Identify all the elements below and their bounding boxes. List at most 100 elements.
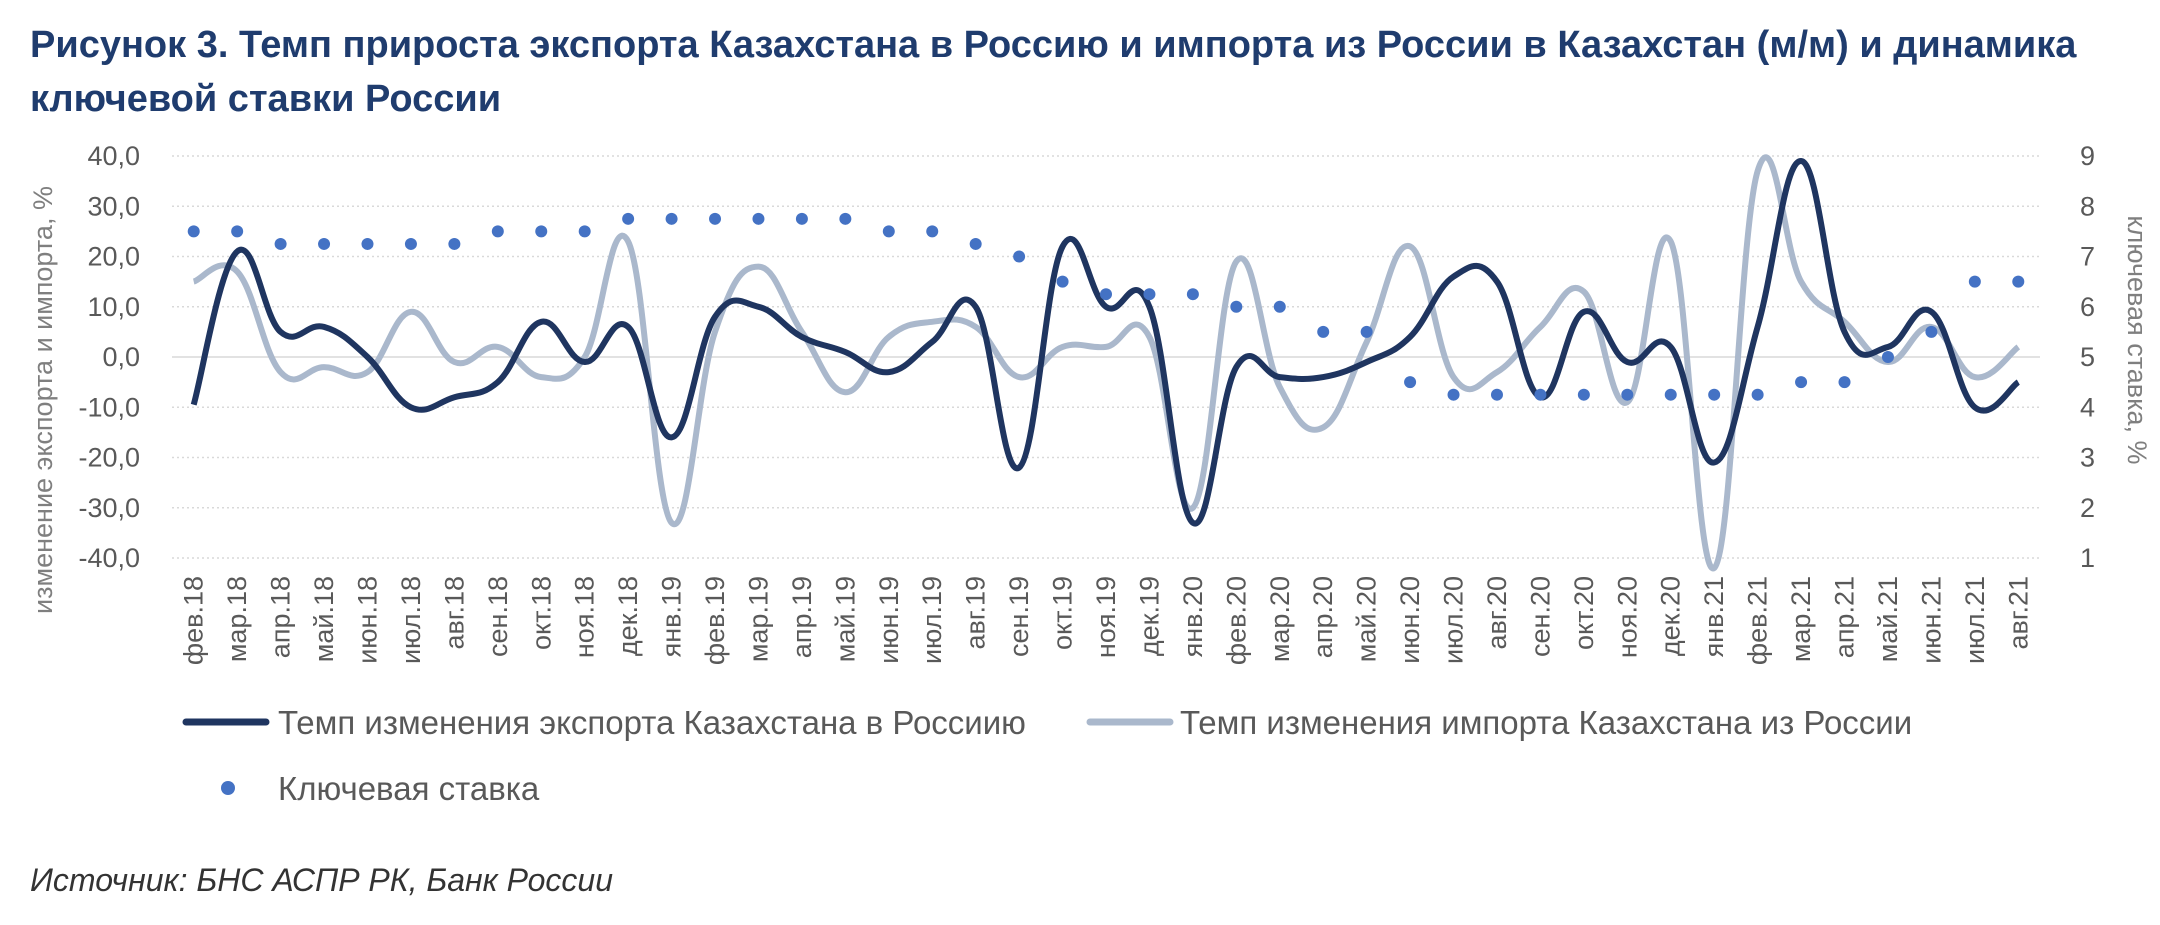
y-tick-label: -20,0 xyxy=(78,443,140,473)
y2-tick-label: 4 xyxy=(2080,392,2095,422)
x-tick-label: апр.18 xyxy=(266,576,296,658)
x-tick-label: фев.20 xyxy=(1221,576,1251,665)
rate-point xyxy=(578,225,591,238)
import-series-line xyxy=(192,154,2021,572)
x-tick-label: май.19 xyxy=(830,576,860,662)
rate-point xyxy=(1881,351,1894,363)
y-tick-label: -30,0 xyxy=(78,493,140,523)
rate-point xyxy=(318,237,331,250)
x-tick-label: янв.19 xyxy=(657,576,687,657)
x-tick-label: авг.18 xyxy=(439,576,469,649)
rate-point xyxy=(187,225,200,238)
x-tick-label: мар.21 xyxy=(1786,576,1816,662)
legend: Темп изменения экспорта Казахстана в Рос… xyxy=(182,704,1912,807)
x-tick-label: авг.21 xyxy=(2003,576,2033,649)
x-tick-label: ноя.18 xyxy=(570,576,600,658)
rate-point xyxy=(1100,288,1112,301)
rate-point xyxy=(1143,288,1156,301)
x-tick-label: апр.20 xyxy=(1308,576,1338,658)
rate-point xyxy=(1838,376,1851,389)
y2-tick-label: 1 xyxy=(2080,543,2095,573)
rate-point xyxy=(969,237,982,250)
rate-point xyxy=(622,212,635,225)
y-tick-label: 40,0 xyxy=(87,141,140,171)
rate-point xyxy=(274,237,287,250)
x-tick-label: дек.19 xyxy=(1134,576,1164,656)
x-tick-label: мар.19 xyxy=(743,576,773,662)
x-tick-label: авг.19 xyxy=(961,576,991,649)
rate-point xyxy=(1577,388,1590,401)
x-tick-label: июл.20 xyxy=(1439,576,1469,664)
rate-point xyxy=(882,225,895,238)
grid-lines xyxy=(172,155,2040,559)
series-lines xyxy=(190,154,2021,572)
x-tick-label: май.18 xyxy=(309,576,339,662)
rate-point xyxy=(1708,388,1721,401)
rate-point xyxy=(1925,325,1938,338)
x-tick-label: июл.18 xyxy=(396,576,426,664)
x-tick-label: июн.21 xyxy=(1916,576,1946,664)
rate-dots xyxy=(187,212,2025,401)
x-tick-label: окт.20 xyxy=(1569,576,1599,650)
rate-point xyxy=(709,212,722,225)
y2-tick-label: 6 xyxy=(2080,292,2095,322)
rate-point xyxy=(1447,388,1460,401)
chart-title: Рисунок 3. Темп прироста экспорта Казахс… xyxy=(30,24,2077,120)
rate-point xyxy=(1230,300,1243,313)
rate-point xyxy=(795,212,808,225)
y2-tick-label: 8 xyxy=(2080,191,2095,221)
export-series-line xyxy=(190,158,2021,527)
rate-point xyxy=(926,225,939,238)
rate-point xyxy=(231,225,244,238)
rate-point xyxy=(1360,325,1373,338)
x-tick-label: апр.21 xyxy=(1830,576,1860,658)
x-tick-label: июн.19 xyxy=(874,576,904,664)
y2-axis-title: ключевая ставка, % xyxy=(2122,215,2152,464)
legend-label-rate: Ключевая ставка xyxy=(278,770,540,807)
x-tick-label: янв.20 xyxy=(1178,576,1208,657)
x-tick-label: дек.18 xyxy=(613,576,643,656)
rate-point xyxy=(665,212,678,225)
y2-tick-label: 3 xyxy=(2080,443,2095,473)
x-tick-label: сен.19 xyxy=(1004,576,1034,657)
x-tick-label: окт.18 xyxy=(526,576,556,650)
rate-point xyxy=(535,225,548,238)
y2-tick-label: 5 xyxy=(2080,342,2095,372)
x-tick-label: авг.20 xyxy=(1482,576,1512,649)
rate-point xyxy=(1621,388,1634,401)
y-tick-label: 30,0 xyxy=(87,191,140,221)
x-tick-label: мар.20 xyxy=(1265,576,1295,662)
x-tick-label: май.20 xyxy=(1352,576,1382,662)
x-tick-label: май.21 xyxy=(1873,576,1903,662)
x-tick-label: фев.19 xyxy=(700,576,730,665)
rate-point xyxy=(404,237,417,250)
y-tick-label: 20,0 xyxy=(87,242,140,272)
x-tick-label: июн.18 xyxy=(352,576,382,664)
rate-point xyxy=(839,212,852,225)
y-tick-label: -40,0 xyxy=(78,543,140,573)
x-tick-label: фев.21 xyxy=(1743,576,1773,665)
rate-point xyxy=(1795,376,1808,389)
rate-point xyxy=(2012,275,2025,288)
rate-point xyxy=(1273,300,1286,313)
x-tick-label: сен.18 xyxy=(483,576,513,657)
rate-point xyxy=(361,237,374,250)
rate-point xyxy=(1751,388,1764,401)
rate-point xyxy=(1534,388,1547,401)
legend-label-export: Темп изменения экспорта Казахстана в Рос… xyxy=(278,704,1026,741)
rate-point xyxy=(491,225,504,238)
source-note: Источник: БНС АСПР РК, Банк России xyxy=(30,862,614,898)
x-tick-label: ноя.19 xyxy=(1091,576,1121,658)
y-axis-title: изменение экспорта и импорта, % xyxy=(28,186,58,614)
x-tick-label: апр.19 xyxy=(787,576,817,658)
rate-point xyxy=(1056,275,1069,288)
x-tick-label: июл.19 xyxy=(917,576,947,664)
y-axis-right: 9 8 7 6 5 4 3 2 1 xyxy=(2080,141,2095,573)
x-tick-label: фев.18 xyxy=(179,576,209,665)
x-tick-label: янв.21 xyxy=(1699,576,1729,657)
x-tick-label: дек.20 xyxy=(1656,576,1686,656)
y-tick-label: 0,0 xyxy=(102,342,140,372)
rate-point xyxy=(752,212,765,225)
y2-tick-label: 2 xyxy=(2080,493,2095,523)
rate-point xyxy=(448,237,461,250)
